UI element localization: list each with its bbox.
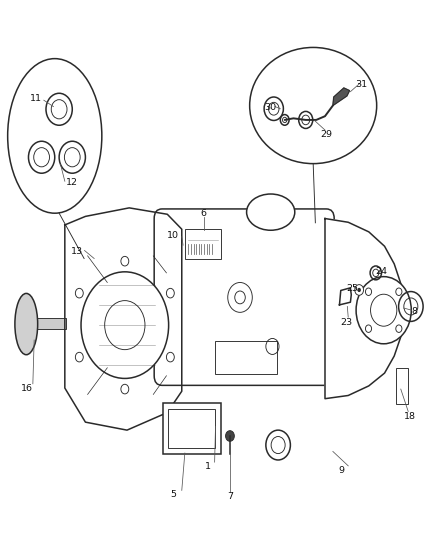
Circle shape [396,325,402,333]
Polygon shape [339,288,351,305]
Text: 7: 7 [227,492,233,501]
Circle shape [75,288,83,298]
Text: 25: 25 [346,285,359,293]
Text: 16: 16 [21,384,33,392]
Circle shape [166,288,174,298]
Ellipse shape [15,293,38,355]
Text: 8: 8 [411,308,417,316]
Text: 5: 5 [170,490,176,499]
Circle shape [166,352,174,362]
Text: 10: 10 [167,231,179,240]
Bar [215,341,277,374]
Circle shape [121,256,129,266]
Text: 23: 23 [340,318,352,327]
Polygon shape [325,219,401,399]
Circle shape [75,352,83,362]
Text: 31: 31 [355,80,367,88]
Circle shape [396,288,402,295]
Polygon shape [65,208,182,430]
Circle shape [356,277,411,344]
Text: 1: 1 [205,462,211,471]
Text: 24: 24 [375,268,387,276]
Circle shape [355,285,364,295]
Circle shape [365,325,371,333]
Polygon shape [333,88,350,106]
Circle shape [226,431,234,441]
Bar [163,403,221,454]
Text: 9: 9 [339,466,345,474]
Circle shape [81,272,169,378]
Text: 29: 29 [320,130,332,139]
Text: 11: 11 [30,94,42,103]
Bar [396,368,408,404]
Text: 18: 18 [403,413,416,421]
Text: 30: 30 [265,103,277,112]
Ellipse shape [247,194,295,230]
Text: 12: 12 [66,178,78,187]
Text: 6: 6 [201,209,207,217]
Ellipse shape [250,47,377,164]
FancyBboxPatch shape [185,229,221,259]
Circle shape [121,384,129,394]
Ellipse shape [7,59,102,213]
Circle shape [357,288,361,292]
Text: 13: 13 [71,247,83,256]
Circle shape [365,288,371,295]
Bar [26,318,66,329]
FancyBboxPatch shape [154,209,334,385]
Bar [168,409,215,448]
